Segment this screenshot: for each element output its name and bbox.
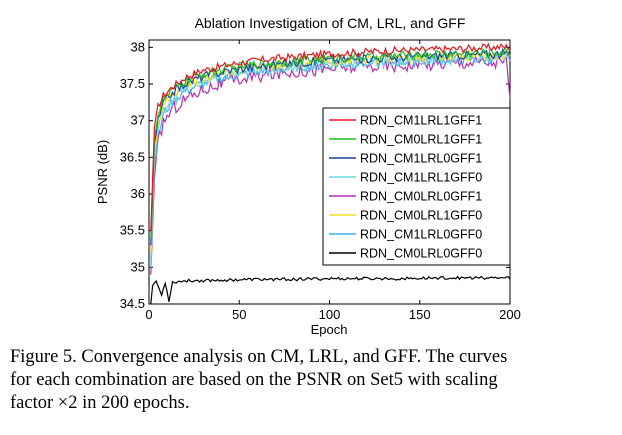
y-tick-label: 35 <box>131 259 145 274</box>
y-tick-label: 34.5 <box>120 296 145 311</box>
legend-label: RDN_CM0LRL1GFF1 <box>360 133 482 147</box>
x-tick-label: 100 <box>319 307 341 322</box>
y-tick-label: 36.5 <box>120 149 145 164</box>
legend-label: RDN_CM0LRL1GFF0 <box>360 209 482 223</box>
x-tick-label: 50 <box>232 307 246 322</box>
x-axis-label: Epoch <box>311 322 348 337</box>
legend-label: RDN_CM1LRL0GFF1 <box>360 152 482 166</box>
axis-ticks: 0 50 100 150 200 34.5 35 35.5 36 36.5 37 37.5 38 <box>120 39 521 322</box>
caption-line-2: for each combination are based on the PS… <box>10 370 498 390</box>
legend: RDN_CM1LRL1GFF1 RDN_CM0LRL1GFF1 RDN_CM1LRL… <box>322 107 511 266</box>
y-tick-label: 38 <box>131 39 145 54</box>
legend-label: RDN_CM1LRL1GFF0 <box>360 171 482 185</box>
y-tick-label: 37 <box>131 113 145 128</box>
legend-label: RDN_CM1LRL0GFF0 <box>360 228 482 242</box>
y-tick-label: 35.5 <box>120 223 145 238</box>
x-tick-label: 200 <box>499 307 521 322</box>
legend-label: RDN_CM0LRL0GFF1 <box>360 190 482 204</box>
y-tick-label: 37.5 <box>120 76 145 91</box>
y-tick-label: 36 <box>131 186 145 201</box>
x-tick-label: 0 <box>145 307 152 322</box>
plot-area: 0 50 100 150 200 34.5 35 35.5 36 36.5 37 37.5 38 <box>120 39 521 322</box>
y-axis-label: PSNR (dB) <box>95 140 110 204</box>
legend-label: RDN_CM0LRL0GFF0 <box>360 247 482 261</box>
series-line-rdn_cm1lrl1gff1 <box>150 42 511 231</box>
caption-line-3: factor ×2 in 200 epochs. <box>10 393 190 413</box>
series-line-rdn_cm1lrl0gff0 <box>150 53 511 261</box>
x-tick-label: 150 <box>409 307 431 322</box>
figure-caption: Figure 5. Convergence analysis on CM, LR… <box>10 346 610 415</box>
caption-line-1: Figure 5. Convergence analysis on CM, LR… <box>10 347 508 367</box>
psnr-convergence-chart: Ablation Investigation of CM, LRL, and G… <box>95 15 521 337</box>
chart-title: Ablation Investigation of CM, LRL, and G… <box>195 15 466 31</box>
series-line-rdn_cm0lrl0gff0 <box>150 275 511 305</box>
series-lines <box>150 42 511 305</box>
legend-label: RDN_CM1LRL1GFF1 <box>360 114 482 128</box>
legend-box <box>322 107 511 266</box>
